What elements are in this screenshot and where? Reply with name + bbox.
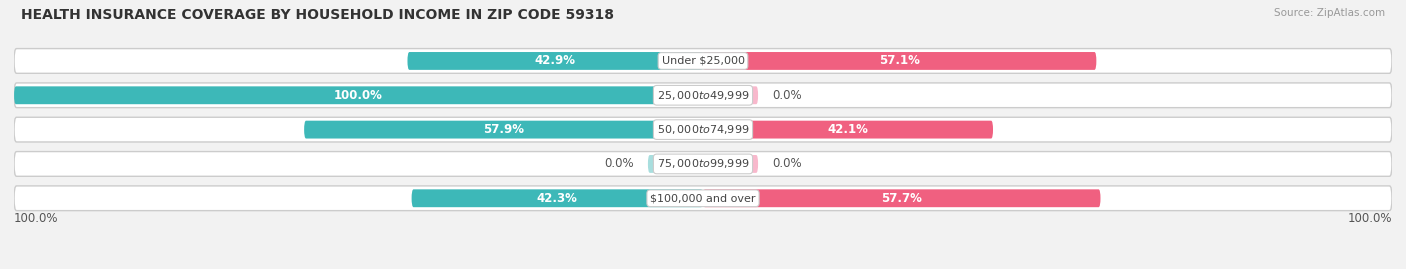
Text: 100.0%: 100.0% [14, 212, 59, 225]
FancyBboxPatch shape [648, 155, 703, 173]
Text: $100,000 and over: $100,000 and over [650, 193, 756, 203]
Text: 57.1%: 57.1% [879, 54, 920, 68]
FancyBboxPatch shape [14, 151, 1392, 176]
Text: 100.0%: 100.0% [1347, 212, 1392, 225]
FancyBboxPatch shape [703, 189, 1101, 207]
Text: Under $25,000: Under $25,000 [661, 56, 745, 66]
Text: 42.3%: 42.3% [537, 192, 578, 205]
Text: 57.9%: 57.9% [484, 123, 524, 136]
Text: 57.7%: 57.7% [882, 192, 922, 205]
FancyBboxPatch shape [703, 155, 758, 173]
Text: 0.0%: 0.0% [605, 157, 634, 171]
Text: 42.1%: 42.1% [828, 123, 869, 136]
FancyBboxPatch shape [408, 52, 703, 70]
Text: $50,000 to $74,999: $50,000 to $74,999 [657, 123, 749, 136]
FancyBboxPatch shape [703, 121, 993, 139]
Text: 100.0%: 100.0% [335, 89, 382, 102]
FancyBboxPatch shape [14, 186, 1392, 211]
Text: 0.0%: 0.0% [772, 89, 801, 102]
Text: 0.0%: 0.0% [772, 157, 801, 171]
FancyBboxPatch shape [703, 52, 1097, 70]
Text: HEALTH INSURANCE COVERAGE BY HOUSEHOLD INCOME IN ZIP CODE 59318: HEALTH INSURANCE COVERAGE BY HOUSEHOLD I… [21, 8, 614, 22]
FancyBboxPatch shape [14, 117, 1392, 142]
FancyBboxPatch shape [14, 49, 1392, 73]
Text: Source: ZipAtlas.com: Source: ZipAtlas.com [1274, 8, 1385, 18]
FancyBboxPatch shape [304, 121, 703, 139]
FancyBboxPatch shape [703, 86, 758, 104]
FancyBboxPatch shape [412, 189, 703, 207]
Text: $75,000 to $99,999: $75,000 to $99,999 [657, 157, 749, 171]
FancyBboxPatch shape [14, 83, 1392, 108]
Text: 42.9%: 42.9% [534, 54, 575, 68]
FancyBboxPatch shape [14, 86, 703, 104]
Text: $25,000 to $49,999: $25,000 to $49,999 [657, 89, 749, 102]
